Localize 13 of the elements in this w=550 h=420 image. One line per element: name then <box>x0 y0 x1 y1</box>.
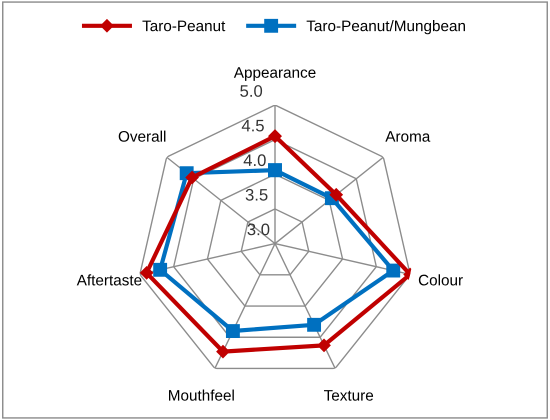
y-tick-label: 5.0 <box>240 85 262 97</box>
y-tick-label: 4.0 <box>244 154 266 166</box>
legend-label: Taro-Peanut/Mungbean <box>306 20 465 34</box>
y-tick-label: 3.5 <box>246 188 268 201</box>
spoke-label: Aftertaste <box>76 274 142 286</box>
spoke-label: Texture <box>324 390 374 401</box>
spoke-label: Mouthfeel <box>169 390 234 401</box>
y-tick-label: 4.5 <box>242 120 264 132</box>
spoke-label: Overall <box>118 130 166 142</box>
spoke-label: Colour <box>418 274 463 286</box>
spoke-label: Appearance <box>234 67 316 81</box>
legend-label: Taro-Peanut <box>142 20 226 32</box>
spoke-label: Aroma <box>385 131 430 142</box>
